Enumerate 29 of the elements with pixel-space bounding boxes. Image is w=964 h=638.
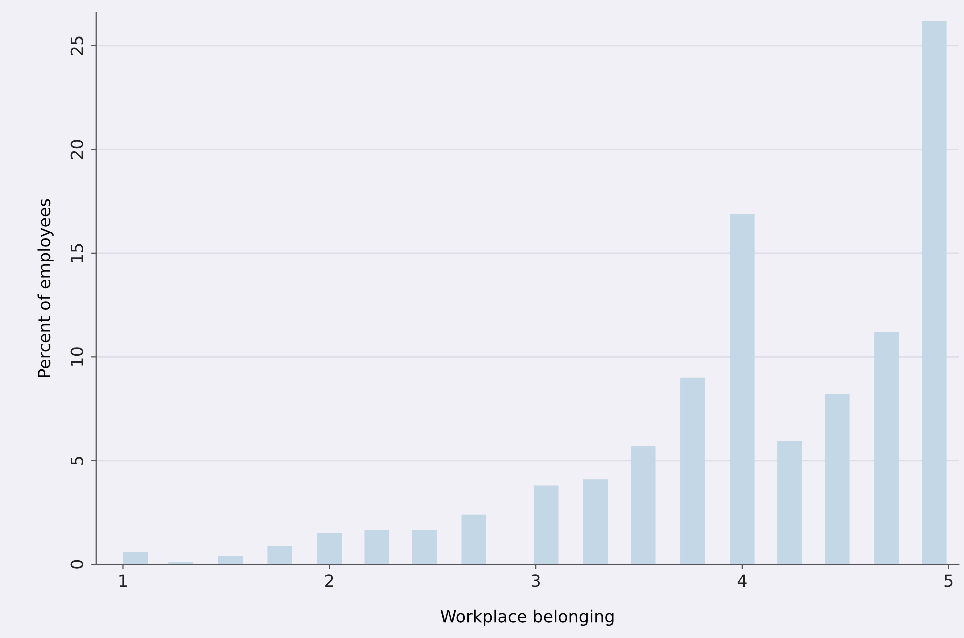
bar xyxy=(462,514,487,565)
x-tick-label: 3 xyxy=(532,574,540,588)
y-tick-label: 20 xyxy=(70,140,84,160)
y-tick-label: 25 xyxy=(70,36,84,56)
y-tick-label: 0 xyxy=(70,560,84,569)
x-axis-title: Workplace belonging xyxy=(440,610,614,626)
bar xyxy=(730,214,755,565)
bar xyxy=(584,480,608,565)
y-tick-label: 5 xyxy=(71,457,84,465)
bar xyxy=(123,552,148,565)
y-tick-label: 10 xyxy=(70,348,84,366)
bar xyxy=(412,530,437,565)
bar xyxy=(922,21,947,565)
x-tick-label: 4 xyxy=(738,574,747,588)
bar xyxy=(268,546,292,565)
x-tick-label: 1 xyxy=(120,574,127,588)
bar xyxy=(680,378,706,565)
bar xyxy=(317,534,342,565)
bar xyxy=(218,556,243,565)
y-tick-label: 15 xyxy=(71,244,84,262)
bar xyxy=(825,394,850,565)
bar xyxy=(874,332,900,565)
bar xyxy=(364,530,390,565)
x-tick-label: 2 xyxy=(326,574,334,588)
x-tick-label: 5 xyxy=(944,574,953,588)
bar xyxy=(778,441,802,565)
bar xyxy=(630,446,656,565)
y-axis-title: Percent of employees xyxy=(38,199,54,378)
bar xyxy=(534,486,559,565)
